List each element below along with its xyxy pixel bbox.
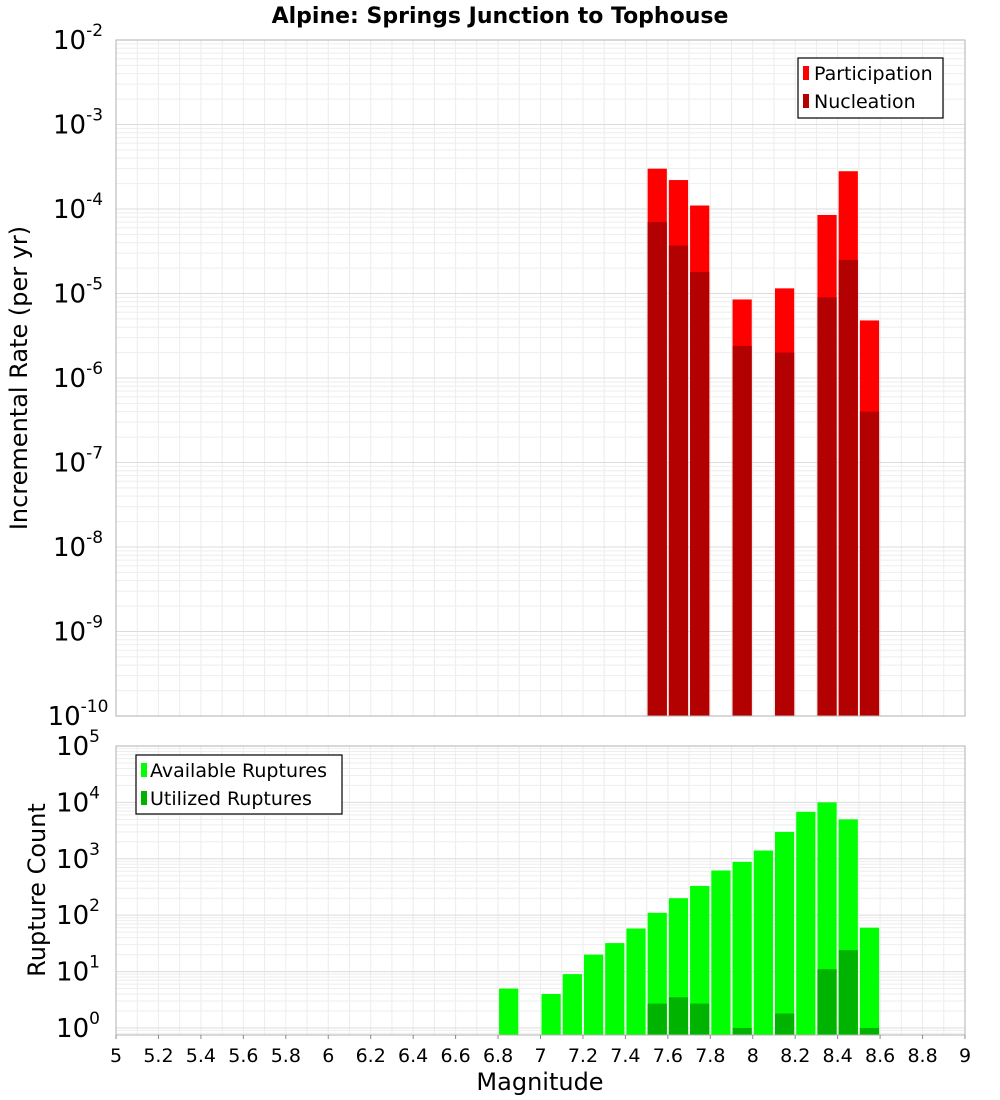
x-ticks: 5 5.2 5.4 5.6 5.8 6 6.2 6.4 6.6 6.8 7 7.2 7.4 7.6 7.8 8… bbox=[110, 1035, 971, 1067]
top-grid bbox=[115, 40, 966, 717]
bar-available-ruptures bbox=[541, 994, 561, 1035]
bar-nucleation bbox=[817, 297, 837, 716]
bar-utilized-ruptures bbox=[774, 1013, 795, 1035]
top-y-axis-label: Incremental Rate (per yr) bbox=[5, 226, 33, 530]
bottom-y-axis-label: Rupture Count bbox=[23, 803, 51, 977]
legend-swatch-utilized-ruptures bbox=[141, 791, 147, 805]
bar-available-ruptures bbox=[753, 850, 773, 1035]
bar-available-ruptures bbox=[711, 870, 731, 1035]
top-y-ticks: 10-10 10-9 10-8 10-7 10-6 10-5 10-4 10-3 10-2 bbox=[48, 21, 109, 732]
bar-utilized-ruptures bbox=[690, 1003, 710, 1035]
bar-utilized-ruptures bbox=[732, 1027, 752, 1035]
legend-swatch-nucleation bbox=[803, 94, 809, 108]
bar-nucleation bbox=[690, 271, 710, 716]
y-tick-label: 100 bbox=[56, 1009, 100, 1044]
top-panel: 10-10 10-9 10-8 10-7 10-6 10-5 10-4 10-3 10-2 In… bbox=[5, 21, 966, 732]
x-tick-label: 7 bbox=[534, 1045, 546, 1067]
y-tick-label: 105 bbox=[56, 727, 100, 762]
x-tick-label: 6 bbox=[322, 1045, 334, 1067]
x-tick-label: 7.2 bbox=[568, 1045, 598, 1067]
bottom-panel: 100 101 102 103 104 105 5 5.2 5.4 5.6 5.8 6 6.2 6.4 6… bbox=[23, 727, 971, 1096]
legend-swatch-participation bbox=[803, 66, 809, 80]
legend-label-participation: Participation bbox=[814, 63, 933, 85]
bar-utilized-ruptures bbox=[668, 997, 689, 1035]
bar-nucleation bbox=[647, 222, 667, 716]
y-tick-label: 10-6 bbox=[53, 359, 103, 394]
bar-available-ruptures bbox=[562, 974, 582, 1035]
y-tick-label: 10-4 bbox=[53, 190, 103, 225]
y-tick-label: 10-7 bbox=[53, 444, 103, 479]
chart-title: Alpine: Springs Junction to Tophouse bbox=[272, 4, 729, 29]
x-tick-label: 7.8 bbox=[695, 1045, 725, 1067]
top-legend: Participation Nucleation bbox=[797, 57, 944, 119]
y-tick-label: 103 bbox=[56, 840, 100, 875]
x-tick-label: 7.6 bbox=[653, 1045, 683, 1067]
legend-label-utilized-ruptures: Utilized Ruptures bbox=[150, 788, 312, 810]
x-tick-label: 6.6 bbox=[440, 1045, 470, 1067]
bar-nucleation bbox=[859, 411, 880, 716]
bar-available-ruptures bbox=[605, 943, 625, 1035]
bar-utilized-ruptures bbox=[838, 950, 858, 1035]
bar-nucleation bbox=[838, 259, 858, 716]
bar-available-ruptures bbox=[732, 861, 752, 1035]
x-tick-label: 5 bbox=[110, 1045, 122, 1067]
x-axis-label: Magnitude bbox=[476, 1068, 603, 1096]
x-tick-label: 8.6 bbox=[865, 1045, 895, 1067]
x-tick-label: 5.8 bbox=[271, 1045, 301, 1067]
x-tick-label: 5.2 bbox=[143, 1045, 173, 1067]
y-tick-label: 10-3 bbox=[53, 106, 103, 141]
bottom-legend: Available Ruptures Utilized Ruptures bbox=[135, 754, 343, 815]
bottom-legend-box bbox=[135, 754, 343, 815]
x-tick-label: 5.6 bbox=[228, 1045, 258, 1067]
legend-label-available-ruptures: Available Ruptures bbox=[150, 760, 327, 782]
bottom-y-ticks: 100 101 102 103 104 105 bbox=[56, 727, 100, 1044]
bar-available-ruptures bbox=[499, 988, 519, 1035]
y-tick-label: 10-10 bbox=[48, 697, 109, 732]
x-tick-label: 8.4 bbox=[823, 1045, 853, 1067]
bar-available-ruptures bbox=[690, 885, 710, 1035]
bottom-bars bbox=[499, 802, 880, 1035]
bar-available-ruptures bbox=[859, 927, 880, 1035]
y-tick-label: 10-9 bbox=[53, 613, 103, 648]
legend-label-nucleation: Nucleation bbox=[814, 91, 916, 113]
top-plot-frame bbox=[115, 39, 966, 717]
y-tick-label: 10-8 bbox=[53, 528, 103, 563]
bar-utilized-ruptures bbox=[859, 1027, 880, 1035]
x-tick-label: 5.4 bbox=[186, 1045, 216, 1067]
legend-swatch-available-ruptures bbox=[141, 763, 147, 777]
bar-utilized-ruptures bbox=[817, 969, 837, 1035]
bar-nucleation bbox=[732, 345, 752, 716]
x-tick-label: 8.8 bbox=[907, 1045, 937, 1067]
y-tick-label: 10-5 bbox=[53, 275, 103, 310]
x-tick-label: 9 bbox=[959, 1045, 971, 1067]
y-tick-label: 10-2 bbox=[53, 21, 103, 56]
bar-available-ruptures bbox=[796, 811, 816, 1035]
x-tick-label: 8.2 bbox=[780, 1045, 810, 1067]
bar-utilized-ruptures bbox=[647, 1003, 667, 1035]
bar-nucleation bbox=[774, 352, 795, 716]
x-tick-label: 8 bbox=[747, 1045, 759, 1067]
bar-available-ruptures bbox=[583, 954, 604, 1035]
x-tick-label: 6.2 bbox=[356, 1045, 386, 1067]
bar-available-ruptures bbox=[774, 831, 795, 1035]
y-tick-label: 101 bbox=[56, 953, 100, 988]
x-tick-label: 6.8 bbox=[483, 1045, 513, 1067]
x-tick-label: 7.4 bbox=[610, 1045, 640, 1067]
y-tick-label: 104 bbox=[56, 783, 100, 818]
top-bars bbox=[647, 168, 880, 717]
y-tick-label: 102 bbox=[56, 896, 100, 931]
top-legend-box bbox=[797, 57, 944, 119]
bar-nucleation bbox=[668, 245, 689, 717]
x-tick-label: 6.4 bbox=[398, 1045, 428, 1067]
bar-available-ruptures bbox=[626, 928, 646, 1035]
